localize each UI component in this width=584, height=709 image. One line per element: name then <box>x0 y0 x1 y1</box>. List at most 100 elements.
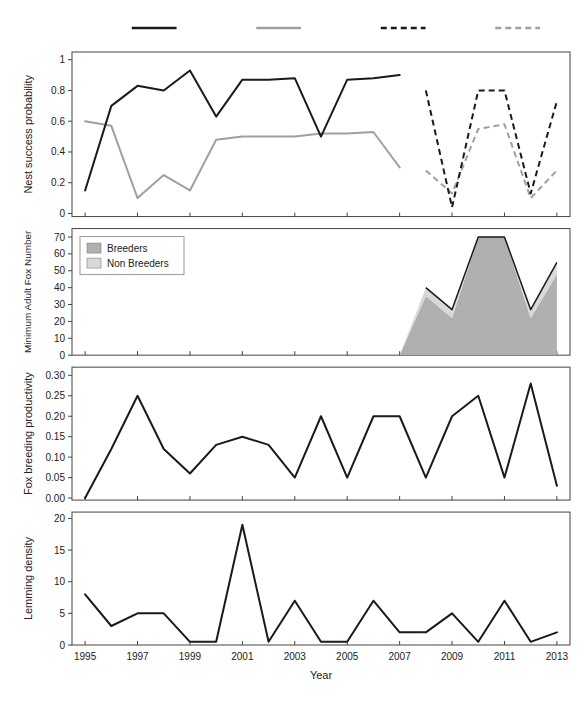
x-tick-label: 2009 <box>441 651 464 662</box>
y-tick <box>68 213 72 214</box>
y-tick-label: 0.8 <box>51 85 65 96</box>
y-tick-label: 20 <box>54 316 66 327</box>
y-tick-label: 0.4 <box>51 146 65 157</box>
y-tick <box>68 121 72 122</box>
plot-area <box>85 70 557 207</box>
plot-frame <box>72 52 570 217</box>
line <box>85 384 557 499</box>
y-tick-label: 30 <box>54 299 66 310</box>
x-tick-label: 1997 <box>126 651 149 662</box>
y-tick <box>68 59 72 60</box>
y-tick-label: 0 <box>59 350 65 361</box>
x-tick <box>294 641 295 645</box>
panel: 010203040506070Minimum Adult Fox NumberB… <box>23 229 571 361</box>
legend-sample <box>381 27 426 30</box>
y-tick-label: 0.25 <box>46 390 66 401</box>
x-tick <box>556 496 557 500</box>
legend-label: Breeders <box>107 243 148 254</box>
x-tick <box>504 496 505 500</box>
x-axis-label: Year <box>310 669 333 681</box>
y-tick <box>68 518 72 519</box>
x-tick <box>85 351 86 355</box>
y-axis-label: Lemming density <box>22 536 34 620</box>
x-tick <box>504 641 505 645</box>
y-tick-label: 60 <box>54 248 66 259</box>
y-tick-label: 0 <box>59 640 65 651</box>
x-tick-label: 2007 <box>389 651 412 662</box>
y-axis-label: Minimum Adult Fox Number <box>23 230 34 353</box>
x-tick-label: 2011 <box>494 651 516 662</box>
x-tick-label: 2013 <box>546 651 569 662</box>
y-tick <box>68 304 72 305</box>
legend-swatch <box>87 258 101 268</box>
x-tick <box>137 351 138 355</box>
y-tick <box>68 355 72 356</box>
x-tick <box>452 496 453 500</box>
panel: 0510152019951997199920012003200520072009… <box>22 512 570 681</box>
x-tick <box>242 641 243 645</box>
y-tick-label: 10 <box>54 333 66 344</box>
x-tick <box>556 641 557 645</box>
x-tick <box>452 641 453 645</box>
y-tick <box>68 498 72 499</box>
x-tick <box>189 213 190 217</box>
y-tick-label: 0.30 <box>46 370 66 381</box>
y-tick <box>68 287 72 288</box>
y-tick <box>68 645 72 646</box>
y-tick <box>68 581 72 582</box>
x-tick <box>347 496 348 500</box>
y-tick <box>68 395 72 396</box>
line <box>426 90 557 207</box>
y-tick <box>68 338 72 339</box>
x-tick <box>347 213 348 217</box>
y-tick-label: 20 <box>54 513 66 524</box>
y-tick-label: 0.15 <box>46 431 66 442</box>
x-tick <box>294 213 295 217</box>
plot-area <box>85 384 557 499</box>
x-tick-label: 1999 <box>179 651 202 662</box>
legend-label: Non Breeders <box>107 258 169 269</box>
y-tick <box>68 90 72 91</box>
x-tick <box>399 213 400 217</box>
legend <box>132 28 540 29</box>
legend-sample <box>132 27 177 30</box>
x-tick <box>294 496 295 500</box>
y-axis-label: Fox breeding productivity <box>22 372 34 495</box>
line <box>85 70 400 190</box>
y-tick-label: 40 <box>54 282 66 293</box>
x-tick-label: 1995 <box>74 651 97 662</box>
y-tick <box>68 321 72 322</box>
x-tick-label: 2005 <box>336 651 359 662</box>
y-tick-label: 5 <box>59 608 65 619</box>
legend-sample <box>256 27 301 30</box>
x-tick <box>399 496 400 500</box>
y-tick-label: 0.2 <box>51 177 65 188</box>
line <box>85 525 557 642</box>
x-tick <box>137 213 138 217</box>
line <box>85 121 400 198</box>
y-tick-label: 0.20 <box>46 411 66 422</box>
y-tick <box>68 182 72 183</box>
stack-outline <box>426 237 557 310</box>
x-tick <box>556 213 557 217</box>
x-tick <box>137 496 138 500</box>
x-tick <box>294 351 295 355</box>
x-tick-label: 2003 <box>284 651 307 662</box>
legend-box <box>80 237 184 275</box>
figure: 00.20.40.60.81Nest success probability01… <box>0 0 584 709</box>
x-tick <box>242 351 243 355</box>
y-tick-label: 0 <box>59 208 65 219</box>
background <box>0 0 584 709</box>
plot-frame <box>72 229 570 356</box>
y-tick <box>68 270 72 271</box>
x-tick <box>242 213 243 217</box>
x-tick <box>242 496 243 500</box>
y-tick <box>68 613 72 614</box>
x-tick <box>189 496 190 500</box>
y-tick-label: 70 <box>54 232 66 243</box>
y-tick <box>68 151 72 152</box>
y-tick <box>68 237 72 238</box>
x-tick <box>189 351 190 355</box>
legend: Breeders Non Breeders <box>80 237 184 275</box>
y-tick <box>68 253 72 254</box>
